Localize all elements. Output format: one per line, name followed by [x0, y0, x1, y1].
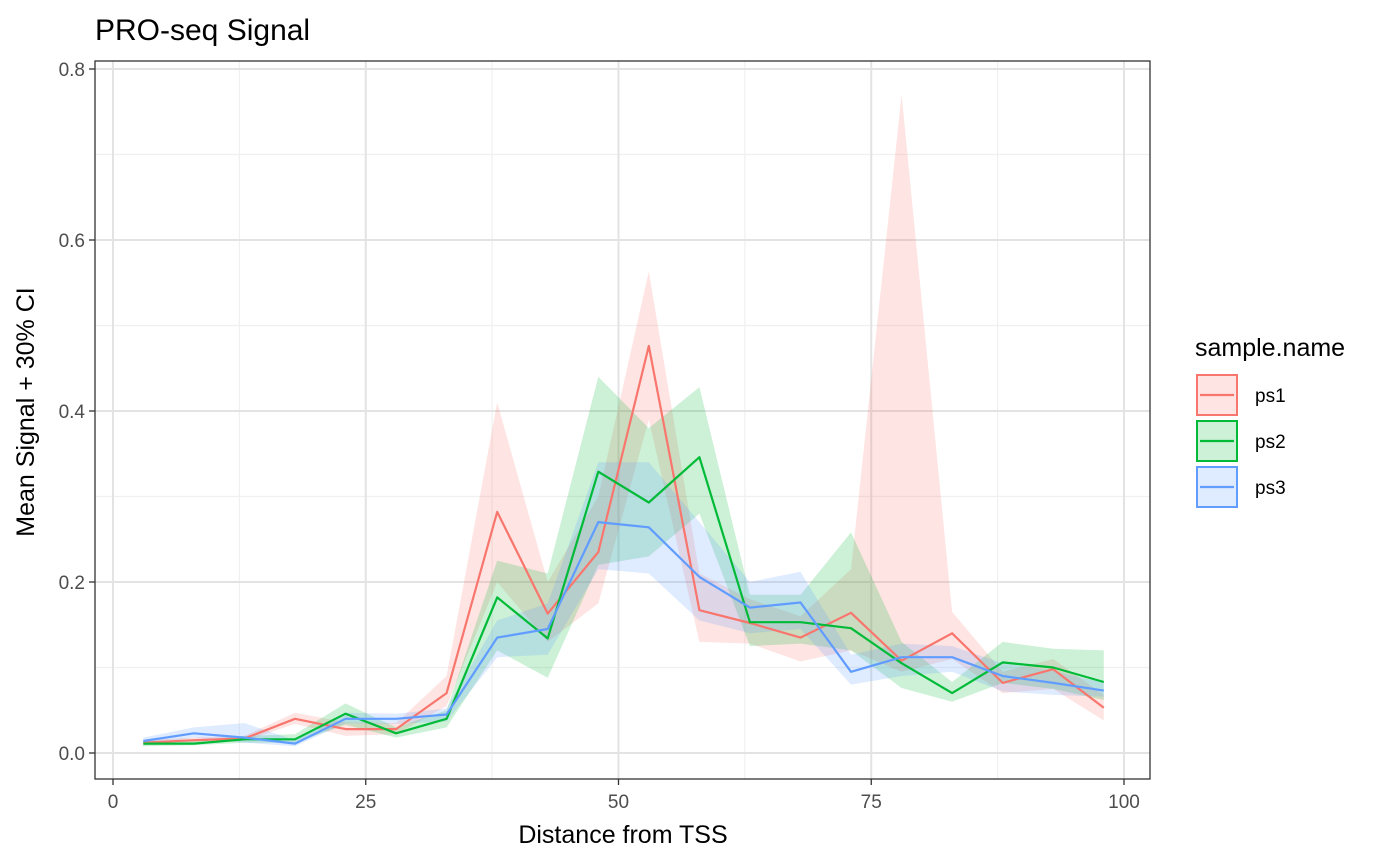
y-tick-label: 0.2 [59, 573, 85, 594]
ci-ribbon-ps1 [143, 94, 1104, 746]
minor-gridlines [95, 61, 1150, 779]
legend-label-ps1: ps1 [1255, 386, 1286, 407]
y-axis: 0.0 0.2 0.4 0.6 0.8 [59, 60, 95, 765]
series-line-ps3 [143, 520, 1104, 745]
series-line-ps2 [143, 456, 1105, 745]
x-tick-label: 0 [108, 792, 119, 813]
series-line-ps1 [143, 344, 1105, 744]
y-tick-label: 0.4 [59, 402, 86, 423]
x-tick-label: 100 [1108, 792, 1140, 813]
y-tick-label: 0.0 [59, 744, 85, 765]
ci-ribbon-ps2 [143, 376, 1104, 747]
legend: sample.name ps1 ps2 ps3 [1195, 334, 1345, 508]
y-tick-label: 0.8 [59, 60, 85, 81]
legend-title: sample.name [1195, 334, 1345, 362]
x-tick-label: 25 [355, 792, 376, 813]
ci-ribbon-ps3 [143, 462, 1104, 747]
x-axis-title: Distance from TSS [518, 821, 727, 849]
legend-item-ps1: ps1 [1196, 374, 1286, 416]
y-axis-title: Mean Signal + 30% CI [12, 287, 40, 536]
legend-label-ps2: ps2 [1255, 432, 1286, 453]
confidence-ribbons [143, 94, 1104, 747]
x-tick-label: 75 [861, 792, 882, 813]
plot-panel-border [94, 60, 1151, 780]
series-lines [143, 344, 1105, 745]
chart-title: PRO-seq Signal [95, 14, 310, 47]
major-gridlines [95, 61, 1150, 779]
legend-item-ps2: ps2 [1196, 420, 1286, 462]
legend-label-ps3: ps3 [1255, 478, 1286, 499]
x-tick-label: 50 [608, 792, 629, 813]
x-axis: 0 25 50 75 100 [108, 779, 1140, 813]
legend-item-ps3: ps3 [1196, 466, 1286, 508]
y-tick-label: 0.6 [59, 231, 85, 252]
